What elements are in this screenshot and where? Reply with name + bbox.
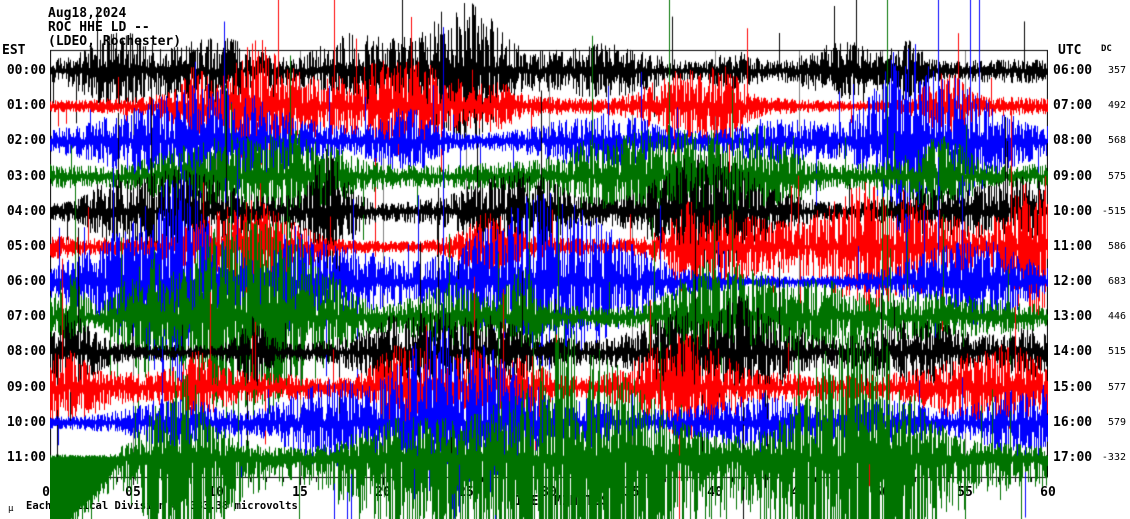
- est-time-label: 03:00: [6, 169, 46, 184]
- est-time-label: 07:00: [6, 309, 46, 324]
- utc-time-label: 08:00: [1053, 133, 1093, 148]
- dc-value: 357: [1107, 65, 1126, 76]
- utc-time-label: 17:00: [1053, 450, 1093, 465]
- utc-time-label: 10:00: [1053, 204, 1093, 219]
- utc-time-label: 15:00: [1053, 380, 1093, 395]
- est-time-label: 06:00: [6, 274, 46, 289]
- dc-value: 515: [1107, 346, 1126, 357]
- dc-value: 446: [1107, 311, 1126, 322]
- est-time-label: 01:00: [6, 98, 46, 113]
- mu-mark: μ: [8, 504, 14, 514]
- dc-value: 568: [1107, 135, 1126, 146]
- dc-value: 575: [1107, 171, 1126, 182]
- est-time-label: 08:00: [6, 344, 46, 359]
- utc-time-label: 11:00: [1053, 239, 1093, 254]
- est-time-label: 11:00: [6, 450, 46, 465]
- dc-value: 577: [1107, 382, 1126, 393]
- utc-time-label: 09:00: [1053, 169, 1093, 184]
- est-time-label: 00:00: [6, 63, 46, 78]
- dc-header: DC: [1101, 44, 1112, 54]
- est-time-label: 05:00: [6, 239, 46, 254]
- seismogram-canvas: [50, 0, 1048, 519]
- est-time-label: 10:00: [6, 415, 46, 430]
- utc-time-label: 12:00: [1053, 274, 1093, 289]
- dc-value: 683: [1107, 276, 1126, 287]
- est-time-label: 09:00: [6, 380, 46, 395]
- dc-value: -515: [1101, 206, 1126, 217]
- utc-time-label: 07:00: [1053, 98, 1093, 113]
- utc-time-label: 13:00: [1053, 309, 1093, 324]
- utc-time-label: 06:00: [1053, 63, 1093, 78]
- utc-time-label: 16:00: [1053, 415, 1093, 430]
- utc-header: UTC: [1058, 43, 1082, 58]
- dc-value: 492: [1107, 100, 1126, 111]
- est-time-label: 02:00: [6, 133, 46, 148]
- dc-value: 586: [1107, 241, 1126, 252]
- est-header: EST: [2, 43, 26, 58]
- dc-value: -332: [1101, 452, 1126, 463]
- utc-time-label: 14:00: [1053, 344, 1093, 359]
- dc-value: 579: [1107, 417, 1126, 428]
- est-time-label: 04:00: [6, 204, 46, 219]
